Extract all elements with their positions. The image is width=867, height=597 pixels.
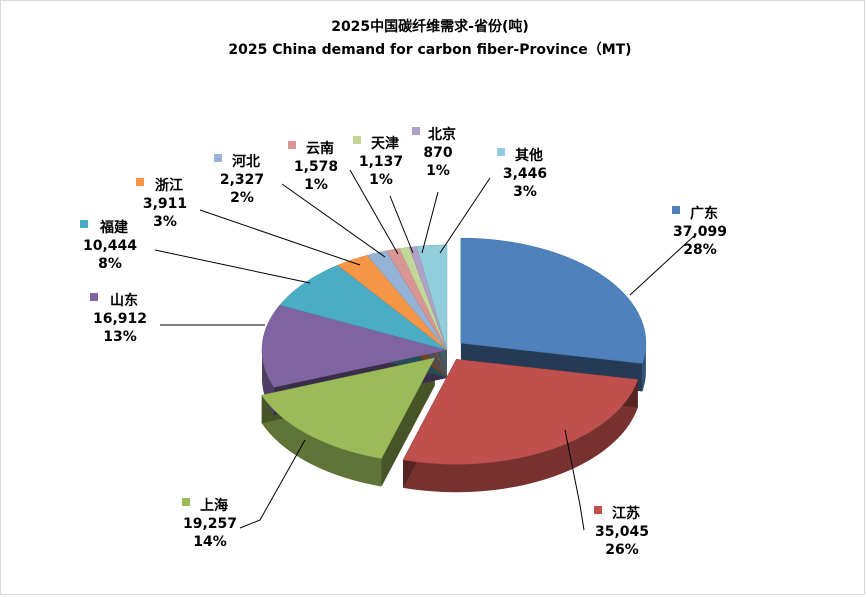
- leader-line: [629, 235, 695, 296]
- slice-name: 天津: [371, 135, 399, 152]
- leader-line: [199, 209, 361, 266]
- legend-marker: [412, 127, 420, 135]
- legend-marker: [353, 136, 361, 144]
- leader-line: [239, 439, 306, 529]
- slice-percent: 2%: [230, 190, 254, 206]
- slice-percent: 14%: [193, 534, 227, 550]
- slice-percent: 1%: [304, 177, 328, 193]
- slice-name: 广东: [690, 205, 718, 222]
- slice-value: 37,099: [673, 224, 727, 240]
- slice-percent: 13%: [103, 329, 137, 345]
- slice-value: 1,137: [359, 154, 403, 170]
- slice-value: 1,578: [294, 159, 338, 175]
- slice-name: 福建: [99, 219, 128, 236]
- pie-slice-1: [402, 358, 639, 465]
- pie-slice-6: [366, 250, 448, 351]
- pie-slice-2: [261, 357, 436, 459]
- slice-label-1: 江苏 35,045 26%: [564, 429, 649, 558]
- slice-percent: 3%: [513, 184, 537, 200]
- slice-label-6: 河北 2,327 2%: [214, 153, 386, 258]
- leader-line: [439, 177, 491, 254]
- slice-name: 山东: [110, 292, 138, 309]
- slice-name: 上海: [200, 497, 228, 514]
- pie-slice-side: [261, 395, 382, 487]
- slice-value: 3,446: [503, 166, 547, 182]
- legend-marker: [136, 178, 144, 186]
- slice-label-5: 浙江 3,911 3%: [136, 177, 361, 266]
- pie-slice-side: [403, 379, 638, 493]
- legend-marker: [90, 293, 98, 301]
- slice-name: 江苏: [612, 505, 640, 522]
- leader-line: [421, 191, 439, 254]
- slice-value: 2,327: [220, 172, 264, 188]
- pie-slice-0: [460, 237, 647, 364]
- legend-marker: [214, 154, 222, 162]
- slice-percent: 8%: [98, 256, 122, 272]
- legend-marker: [80, 220, 88, 228]
- slice-value: 870: [423, 145, 452, 161]
- slice-value: 10,444: [83, 238, 137, 254]
- slice-label-3: 山东 16,912 13%: [90, 292, 265, 345]
- slice-name: 其他: [515, 147, 543, 164]
- legend-marker: [288, 141, 296, 149]
- leader-line: [564, 429, 585, 531]
- slice-percent: 28%: [683, 242, 717, 258]
- chart-title: 2025中国碳纤维需求-省份(吨): [331, 18, 529, 35]
- slice-label-8: 天津 1,137 1%: [353, 135, 414, 254]
- slice-name: 河北: [232, 153, 260, 170]
- slice-label-9: 北京 870 1%: [412, 126, 456, 254]
- slice-label-10: 其他 3,446 3%: [439, 147, 547, 254]
- pie-slice-4: [279, 264, 448, 351]
- slice-label-7: 云南 1,578 1%: [288, 140, 399, 255]
- leader-line: [349, 169, 399, 255]
- slice-label-0: 广东 37,099 28%: [629, 205, 727, 296]
- legend-marker: [497, 148, 505, 156]
- slice-percent: 26%: [605, 542, 639, 558]
- pie-slice-side: [642, 343, 646, 392]
- pie-tops: [261, 237, 647, 465]
- slice-percent: 1%: [426, 163, 450, 179]
- legend-marker: [594, 506, 602, 514]
- slice-percent: 1%: [369, 172, 393, 188]
- pie-slice-3: [261, 304, 448, 388]
- legend-marker: [672, 206, 680, 214]
- legend-marker: [182, 498, 190, 506]
- leader-line: [154, 249, 311, 284]
- leader-line: [281, 183, 386, 258]
- pie-labels: 广东 37,099 28% 江苏 35,045 26% 上海 19,257 14% 山东 16,91…: [80, 126, 727, 558]
- slice-percent: 3%: [153, 214, 177, 230]
- slice-label-4: 福建 10,444 8%: [80, 219, 311, 284]
- slice-value: 19,257: [183, 516, 237, 532]
- slice-value: 16,912: [93, 311, 147, 327]
- slice-value: 3,911: [143, 196, 187, 212]
- leader-line: [389, 195, 414, 254]
- slice-value: 35,045: [595, 524, 649, 540]
- slice-name: 云南: [306, 140, 334, 157]
- slice-name: 浙江: [155, 177, 183, 194]
- chart-subtitle: 2025 China demand for carbon fiber-Provi…: [228, 42, 631, 58]
- pie-slice-face: [381, 357, 435, 487]
- slice-label-2: 上海 19,257 14%: [182, 439, 306, 550]
- pie-slice-5: [337, 254, 448, 351]
- slice-name: 北京: [428, 126, 456, 143]
